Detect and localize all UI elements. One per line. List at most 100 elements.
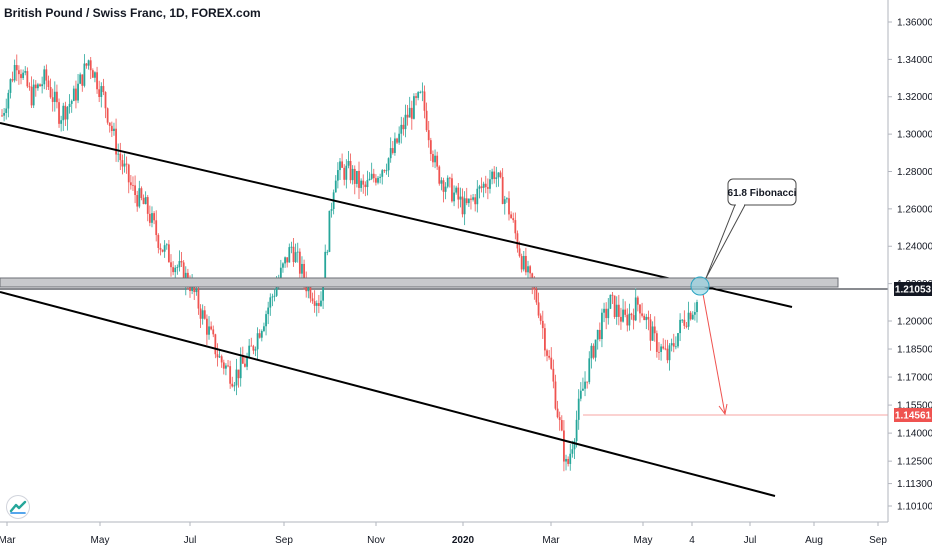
candle-body (108, 122, 111, 126)
candle-body (459, 196, 462, 200)
time-tick-label: 2020 (452, 535, 475, 546)
candle-body (691, 314, 694, 320)
candle-body (155, 220, 158, 236)
candle-body (387, 158, 390, 171)
time-tick-label: Nov (367, 535, 385, 546)
candle-body (241, 356, 244, 364)
candle-body (596, 329, 599, 340)
candle-body (611, 294, 614, 296)
price-axis[interactable]: 1.36000 1.34000 1.32000 1.30000 1.28000 1.260… (887, 0, 932, 522)
fibonacci-circle[interactable] (690, 276, 710, 296)
candle-body (539, 315, 542, 321)
candle-body (119, 153, 122, 161)
candle-body (634, 297, 637, 321)
candle-body (413, 96, 415, 119)
candlestick-series (1, 54, 698, 472)
candle-body (142, 197, 145, 205)
candle-body (121, 160, 124, 167)
candle-body (486, 187, 489, 189)
candle-body (594, 339, 597, 358)
candle-body (584, 381, 586, 389)
candle-body (298, 251, 301, 274)
candle-body (423, 91, 426, 111)
candle-body (577, 398, 580, 420)
candle-body (89, 60, 92, 71)
candle-body (136, 195, 139, 207)
candle-body (129, 182, 132, 186)
candle-body (681, 319, 684, 321)
price-tick-label: 1.26000 (897, 204, 932, 215)
candle-body (438, 166, 441, 184)
time-axis[interactable]: Mar May Jul Sep Nov 2020 Mar May 4 Jul Aug Sep (0, 521, 888, 546)
candle-body (210, 326, 213, 330)
candle-body (672, 343, 675, 347)
candle-body (666, 348, 669, 361)
candle-body (353, 168, 356, 184)
tradingview-logo-icon[interactable] (7, 496, 29, 518)
callout-box[interactable] (727, 178, 797, 206)
resistance-zone[interactable] (0, 277, 839, 288)
price-tick-label: 1.36000 (897, 18, 932, 29)
candle-body (32, 84, 35, 106)
candle-body (455, 187, 458, 193)
candle-body (508, 198, 510, 215)
candle-body (244, 363, 246, 367)
candle-body (402, 124, 405, 130)
target-price-label: 1.14561 (895, 411, 932, 422)
candle-body (77, 83, 79, 101)
lower-trendline[interactable] (0, 291, 776, 497)
candle-body (313, 301, 316, 306)
upper-trendline[interactable] (0, 122, 793, 308)
candle-body (75, 88, 77, 101)
candle-body (292, 246, 295, 263)
candle-body (189, 285, 191, 291)
candle-body (220, 356, 223, 363)
candle-body (269, 297, 272, 308)
candle-body (182, 262, 185, 285)
candle-body (389, 148, 392, 159)
candle-body (370, 173, 373, 179)
candle-body (174, 267, 177, 273)
candle-body (256, 333, 259, 350)
candle-body (417, 92, 420, 98)
candle-body (379, 176, 382, 178)
candle-body (170, 262, 172, 268)
candle-body (117, 153, 120, 155)
time-tick-label: 4 (689, 535, 695, 546)
candle-body (645, 316, 648, 321)
candle-body (406, 114, 409, 118)
candle-body (535, 289, 538, 303)
candle-body (1, 115, 3, 117)
candle-body (503, 199, 506, 204)
candle-body (512, 218, 515, 221)
price-tick-label: 1.17000 (897, 373, 932, 384)
price-tick-label: 1.28000 (897, 167, 932, 178)
candle-body (563, 430, 565, 462)
price-tick-label: 1.20000 (897, 316, 932, 327)
candle-body (153, 213, 155, 221)
candle-body (231, 383, 234, 387)
candle-body (72, 88, 75, 101)
candle-body (148, 213, 151, 223)
chart-drawings[interactable]: 61.8 Fibonacci (0, 122, 839, 497)
projection-arrow-line[interactable] (702, 293, 726, 415)
candle-body (457, 187, 460, 200)
candle-body (5, 108, 8, 113)
candle-body (66, 106, 69, 120)
candle-body (85, 63, 88, 66)
candle-body (222, 362, 225, 369)
candle-body (47, 80, 50, 88)
candle-body (98, 89, 101, 97)
candle-body (345, 165, 348, 180)
candle-body (34, 84, 37, 89)
candle-body (324, 251, 327, 288)
candle-body (696, 301, 698, 313)
candle-body (598, 329, 601, 340)
price-tick-label: 1.10100 (897, 502, 932, 513)
candle-body (263, 326, 265, 332)
current-price-tag (894, 282, 932, 296)
candle-body (56, 91, 58, 103)
time-tick-label: May (91, 535, 110, 546)
candle-body (677, 333, 679, 347)
